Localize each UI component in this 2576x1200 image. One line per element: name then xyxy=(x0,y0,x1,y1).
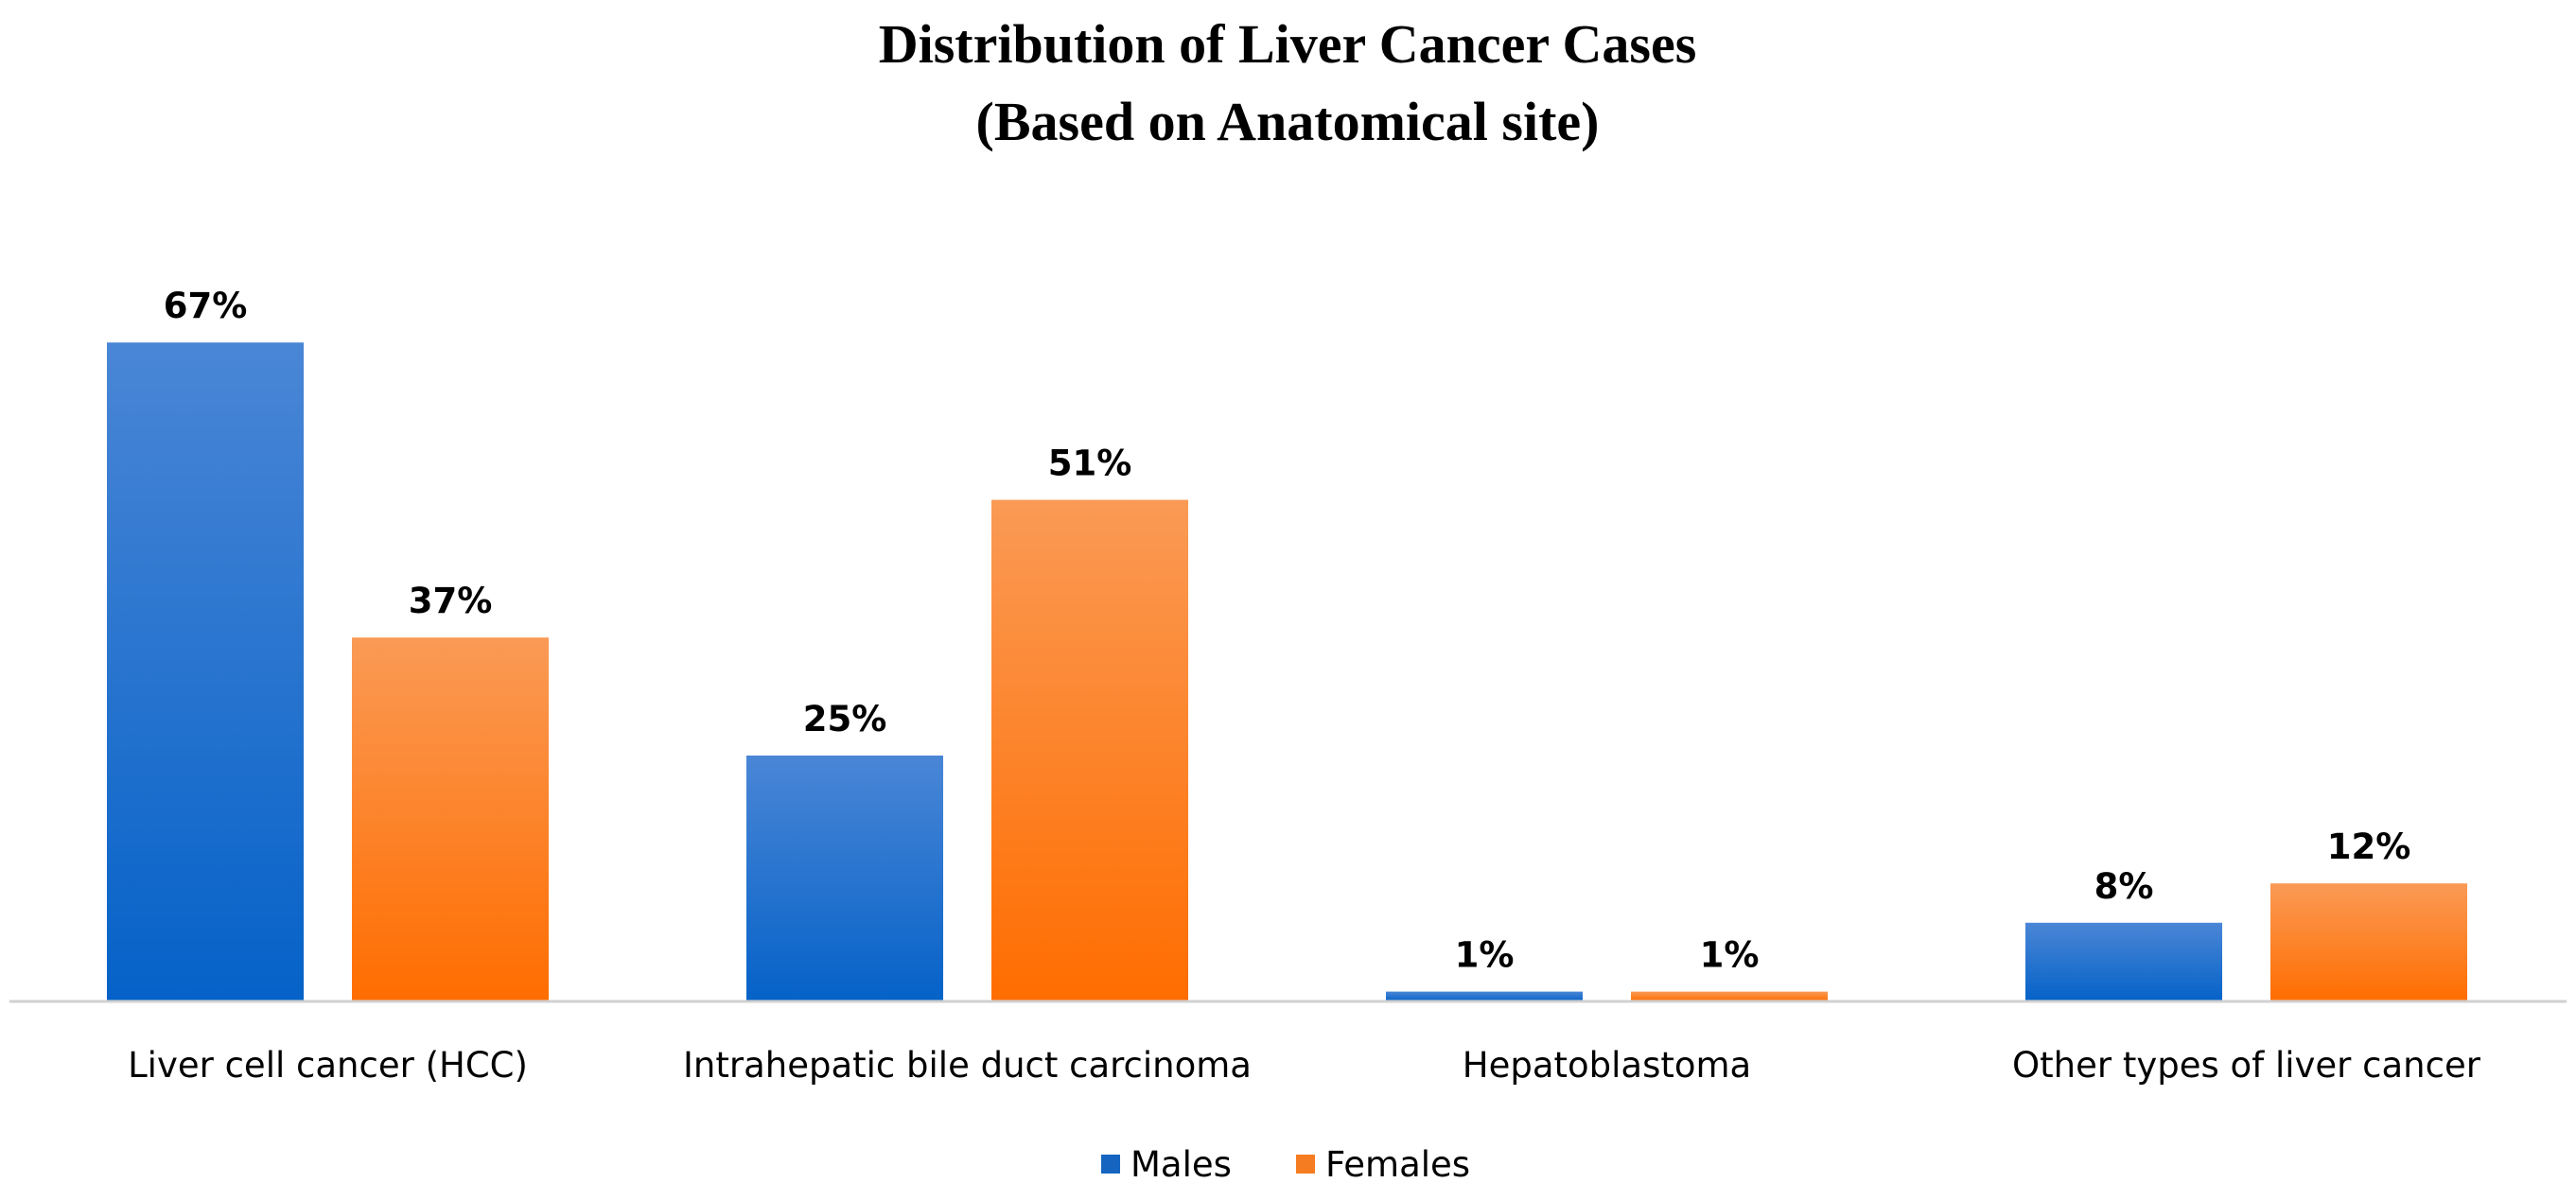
bar-females-liver-cell-cancer-hcc xyxy=(352,637,549,1001)
legend-swatch-males xyxy=(1101,1155,1120,1174)
data-label-males-intrahepatic-bile-duct-carcinoma: 25% xyxy=(803,699,887,739)
bar-males-liver-cell-cancer-hcc xyxy=(107,342,304,1001)
legend: Males Females xyxy=(1101,1144,1470,1185)
legend-label-females: Females xyxy=(1325,1144,1470,1185)
data-label-males-hepatoblastoma: 1% xyxy=(1455,935,1515,976)
data-label-females-hepatoblastoma: 1% xyxy=(1700,935,1760,976)
category-label-hepatoblastoma: Hepatoblastoma xyxy=(1463,1045,1751,1086)
bar-males-hepatoblastoma xyxy=(1386,991,1583,1001)
bar-females-hepatoblastoma xyxy=(1631,991,1828,1001)
chart-title: Distribution of Liver Cancer Cases xyxy=(879,13,1697,75)
bar-females-intrahepatic-bile-duct-carcinoma xyxy=(991,499,1188,1001)
bar-females-other-types-of-liver-cancer xyxy=(2270,883,2467,1001)
category-label-intrahepatic-bile-duct-carcinoma: Intrahepatic bile duct carcinoma xyxy=(683,1045,1252,1086)
legend-label-males: Males xyxy=(1130,1144,1232,1185)
category-label-other-types-of-liver-cancer: Other types of liver cancer xyxy=(2012,1045,2481,1086)
bar-males-other-types-of-liver-cancer xyxy=(2025,922,2222,1001)
data-label-males-other-types-of-liver-cancer: 8% xyxy=(2094,866,2154,907)
data-label-females-other-types-of-liver-cancer: 12% xyxy=(2327,826,2411,867)
bars-layer: 67% 37% 25% 51% 1% 1% 8% 12% xyxy=(107,286,2467,1001)
category-labels: Liver cell cancer (HCC) Intrahepatic bile… xyxy=(128,1045,2481,1086)
category-label-liver-cell-cancer-hcc: Liver cell cancer (HCC) xyxy=(128,1045,528,1086)
chart-subtitle: (Based on Anatomical site) xyxy=(976,91,1600,152)
data-label-females-intrahepatic-bile-duct-carcinoma: 51% xyxy=(1048,443,1132,484)
bar-males-intrahepatic-bile-duct-carcinoma xyxy=(746,756,943,1001)
legend-swatch-females xyxy=(1296,1155,1315,1174)
data-label-males-liver-cell-cancer-hcc: 67% xyxy=(164,286,248,326)
data-label-females-liver-cell-cancer-hcc: 37% xyxy=(409,581,493,621)
